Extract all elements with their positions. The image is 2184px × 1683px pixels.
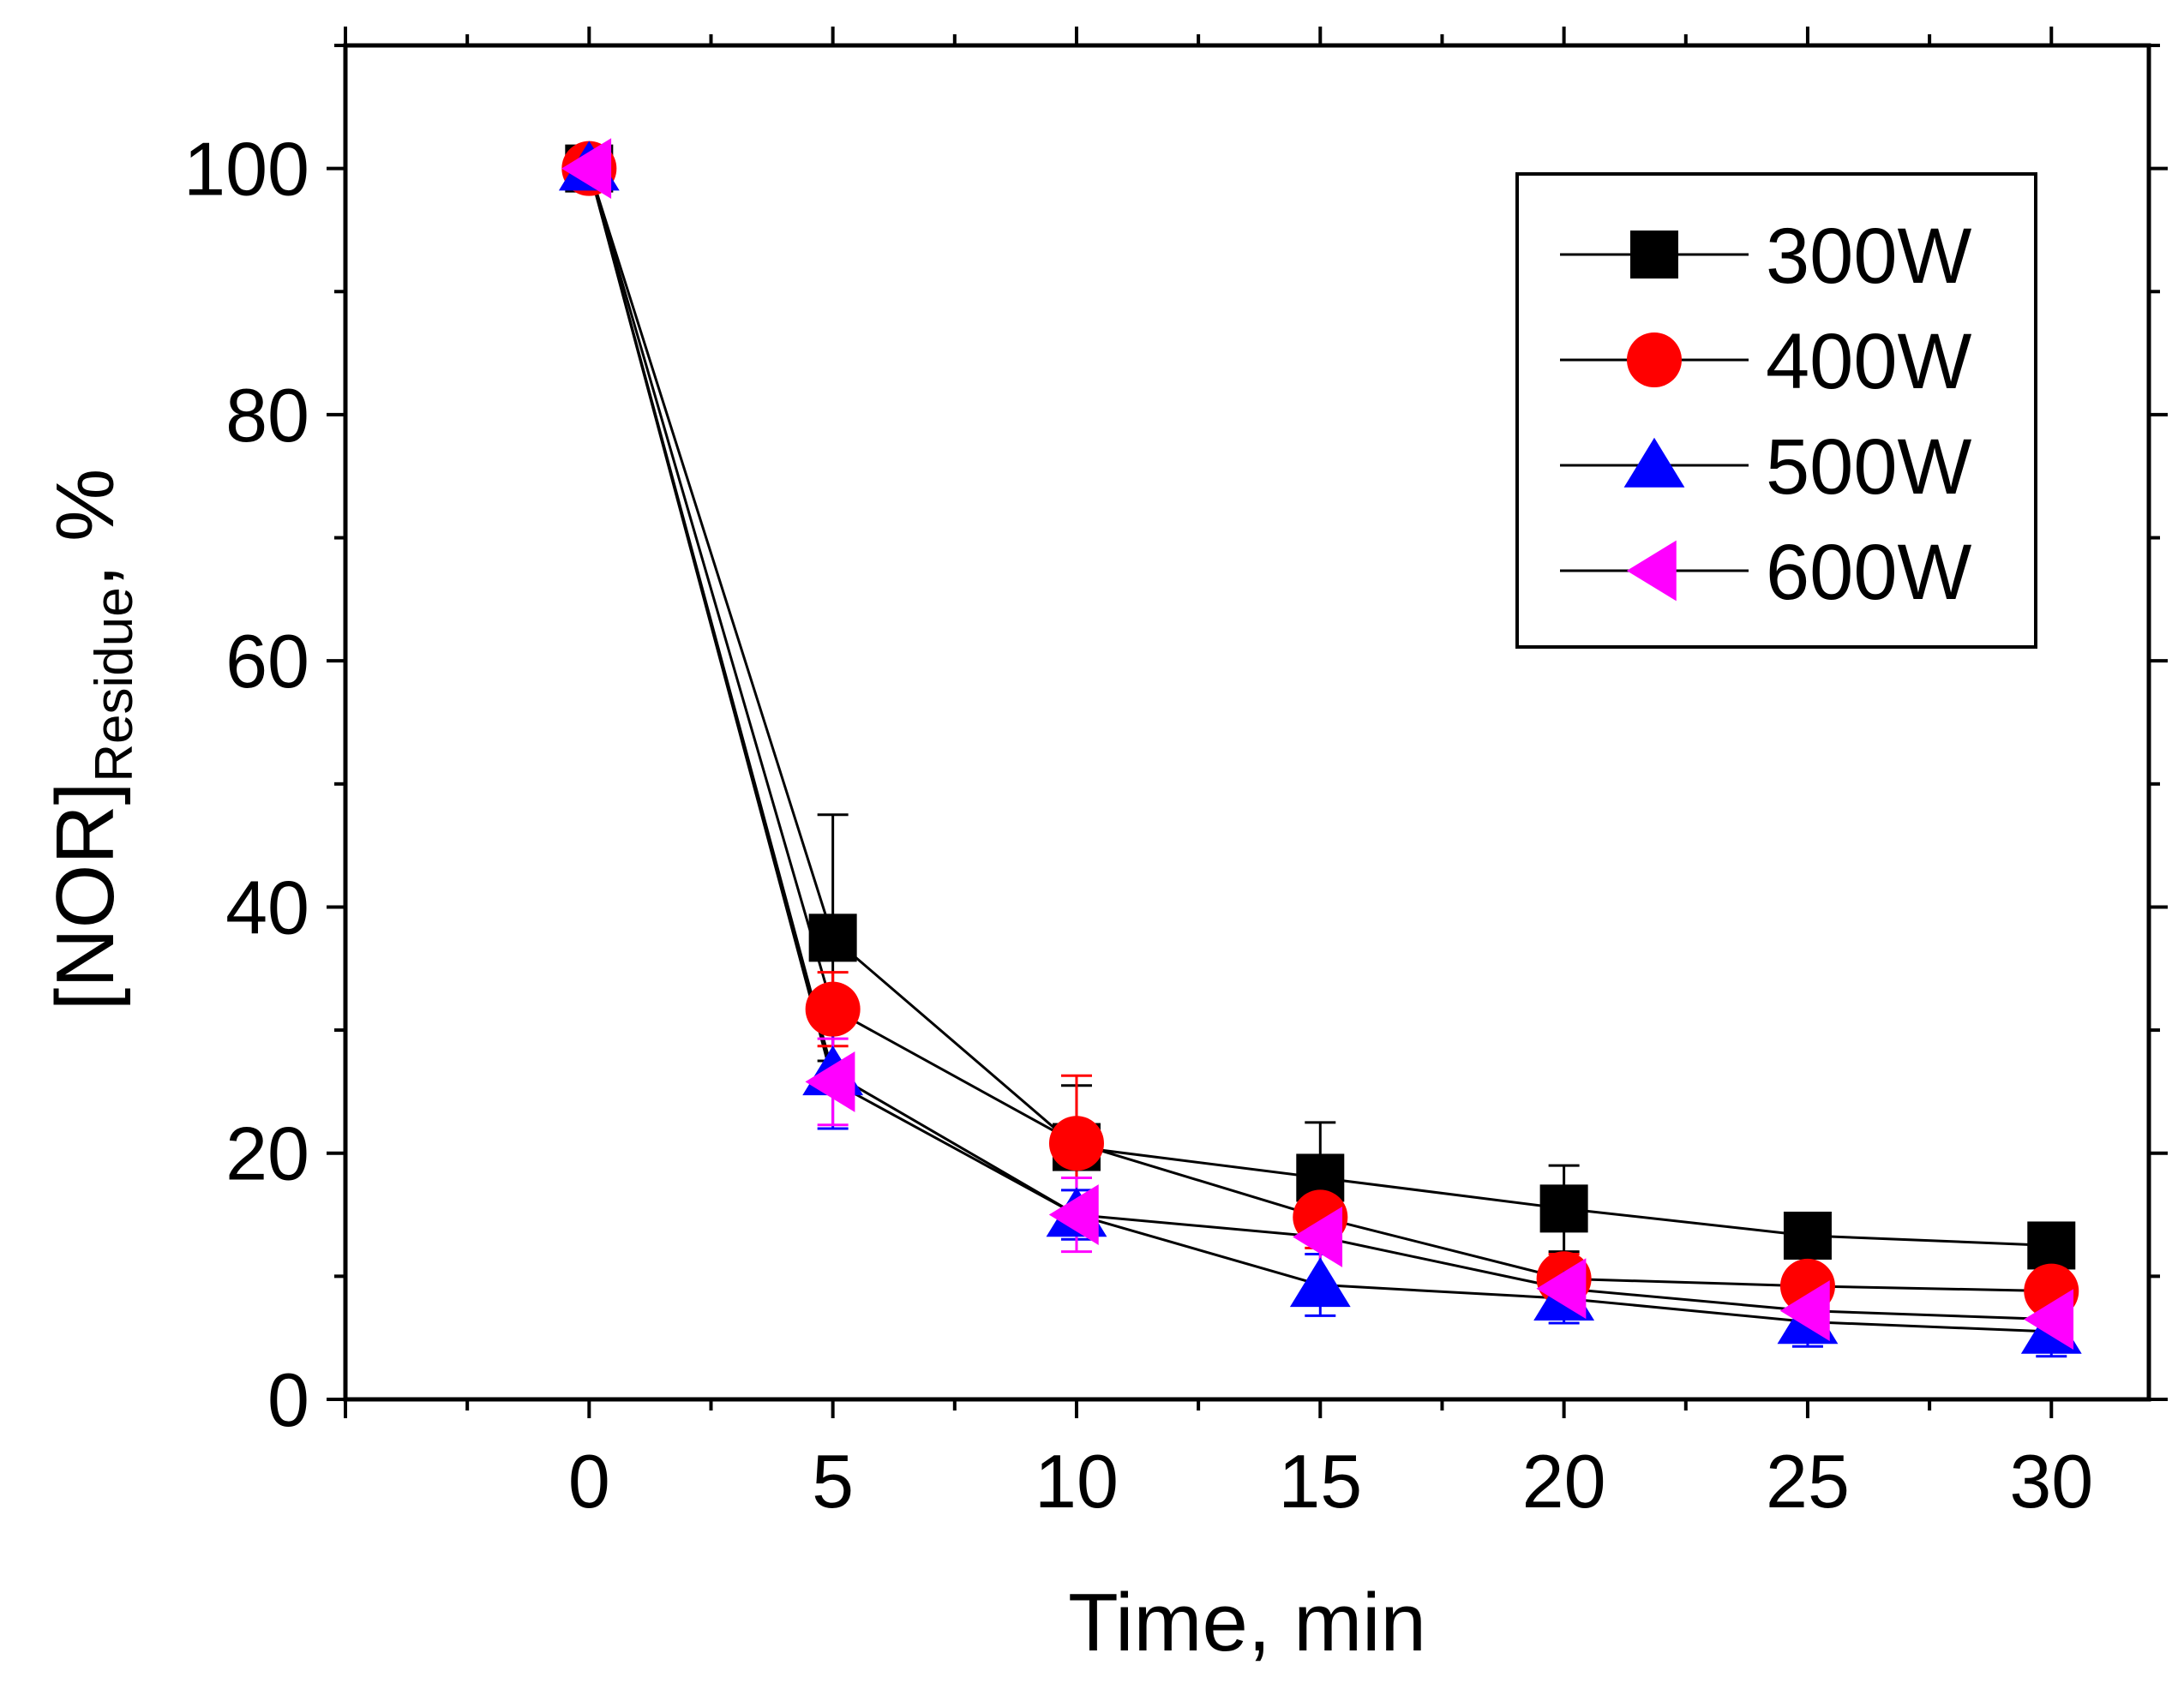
y-axis-title-subscript: Residue bbox=[85, 587, 144, 782]
y-tick-labels: 0 20 40 60 80 100 bbox=[183, 127, 309, 1442]
y-tick-label: 20 bbox=[225, 1111, 309, 1196]
x-axis-title: Time, min bbox=[1068, 1577, 1426, 1668]
legend-item-300W: 300W bbox=[1560, 213, 1971, 300]
legend-item-600W: 600W bbox=[1560, 529, 1971, 616]
marker-400W bbox=[1048, 1116, 1104, 1171]
legend-label: 500W bbox=[1766, 423, 1971, 511]
legend-label: 600W bbox=[1766, 529, 1971, 616]
legend-label: 300W bbox=[1766, 213, 1971, 300]
marker-300W bbox=[2027, 1221, 2076, 1270]
x-tick-label: 5 bbox=[812, 1439, 854, 1524]
y-tick-label: 60 bbox=[225, 619, 309, 704]
y-tick-label: 0 bbox=[267, 1357, 309, 1442]
x-tick-label: 25 bbox=[1766, 1439, 1850, 1524]
y-tick-label: 100 bbox=[183, 127, 309, 212]
marker-600W bbox=[561, 138, 612, 200]
y-tick-label: 80 bbox=[225, 373, 309, 458]
marker-600W bbox=[1536, 1258, 1587, 1320]
x-tick-label: 15 bbox=[1278, 1439, 1362, 1524]
legend-marker bbox=[1623, 437, 1685, 488]
legend-marker bbox=[1630, 231, 1678, 279]
marker-600W bbox=[805, 1051, 855, 1112]
legend-marker bbox=[1627, 332, 1682, 387]
x-tick-labels: 0 5 10 15 20 25 30 bbox=[568, 1439, 2093, 1524]
x-tick-label: 30 bbox=[2009, 1439, 2093, 1524]
marker-400W bbox=[805, 981, 861, 1037]
y-tick-label: 40 bbox=[225, 865, 309, 949]
marker-600W bbox=[1048, 1184, 1099, 1245]
legend-marker bbox=[1626, 540, 1677, 602]
y-axis-title-main: [NOR] bbox=[39, 782, 131, 1011]
legend-label: 400W bbox=[1766, 318, 1971, 405]
plot-frame bbox=[343, 43, 2151, 1402]
series-markers bbox=[558, 138, 2082, 1354]
legend-item-400W: 400W bbox=[1560, 318, 1971, 405]
marker-600W bbox=[1779, 1280, 1830, 1342]
x-tick-label: 0 bbox=[568, 1439, 610, 1524]
marker-600W bbox=[1293, 1206, 1343, 1267]
x-tick-label: 20 bbox=[1522, 1439, 1606, 1524]
marker-300W bbox=[808, 913, 857, 962]
marker-600W bbox=[2024, 1289, 2074, 1351]
y-axis-title-suffix: , % bbox=[39, 469, 131, 588]
x-tick-label: 10 bbox=[1035, 1439, 1119, 1524]
marker-500W bbox=[1289, 1257, 1351, 1308]
legend-item-500W: 500W bbox=[1560, 423, 1971, 511]
y-axis-title: [NOR]Residue, % bbox=[39, 469, 144, 1011]
legend-box bbox=[1515, 172, 2037, 649]
marker-300W bbox=[1539, 1184, 1588, 1233]
legend: 300W 400W 500W 600W bbox=[1515, 172, 2037, 649]
marker-300W bbox=[1783, 1211, 1832, 1260]
